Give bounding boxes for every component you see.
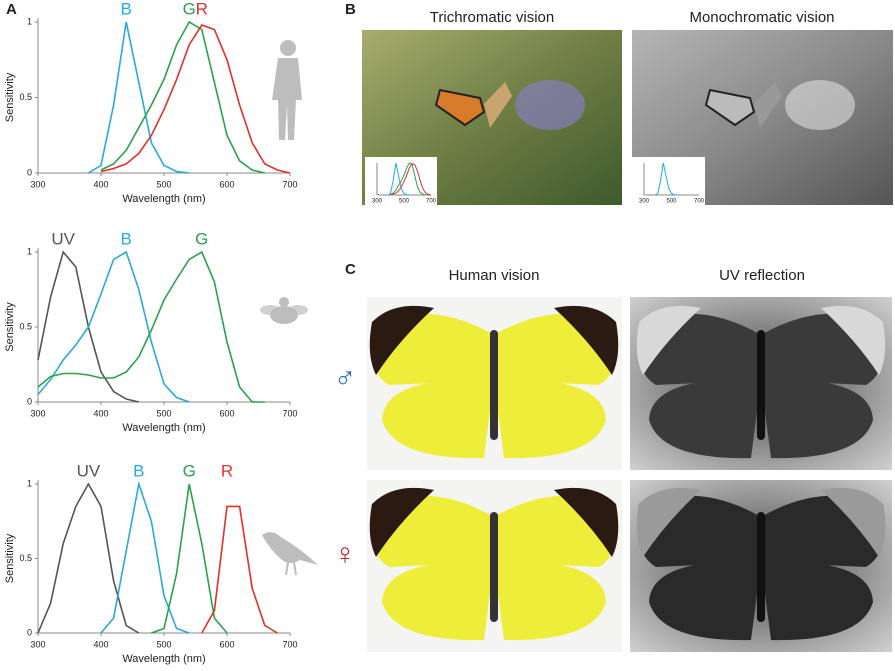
x-tick-label: 500 [156, 639, 171, 649]
panel-label: B [345, 1, 356, 18]
y-tick-label: 0.5 [19, 321, 32, 331]
wing-tip [369, 487, 434, 557]
body [490, 512, 498, 622]
x-tick-label: 300 [30, 639, 45, 649]
x-tick-label: 300 [30, 179, 45, 189]
wing-tip [821, 487, 886, 557]
inset-curve [654, 162, 678, 196]
hindwing [649, 379, 761, 459]
x-tick-label: 400 [93, 179, 108, 189]
x-tick-label: 600 [219, 408, 234, 418]
inset-tick-label: 500 [399, 199, 410, 205]
curve [37, 482, 140, 634]
curve [151, 483, 228, 634]
wing-tip [636, 487, 701, 557]
series-label: R [221, 461, 233, 480]
butterfly-photo [434, 80, 855, 130]
curve [201, 505, 278, 634]
y-tick-label: 1 [27, 478, 32, 488]
y-tick-label: 0.5 [19, 553, 32, 563]
panel-title: Human vision [449, 267, 540, 284]
y-axis-label: Sensitivity [4, 533, 16, 583]
x-tick-label: 700 [282, 179, 297, 189]
panel-label: C [345, 261, 356, 278]
hindwing [494, 379, 606, 459]
wing-tip [821, 305, 886, 375]
curve [100, 20, 265, 174]
x-tick-label: 500 [156, 408, 171, 418]
inset-curve [390, 162, 432, 196]
series-label: B [121, 229, 132, 248]
body [757, 330, 765, 440]
x-tick-label: 700 [282, 639, 297, 649]
hindwing [382, 379, 494, 459]
x-tick-label: 700 [282, 408, 297, 418]
y-tick-label: 1 [27, 246, 32, 256]
panel-label: A [6, 1, 17, 18]
curve [100, 24, 291, 174]
inset-curve [390, 162, 426, 196]
x-axis-label: Wavelength (nm) [122, 653, 205, 665]
wing-tip [369, 305, 434, 375]
panel-title: UV reflection [719, 267, 805, 284]
wing-tip [554, 305, 619, 375]
curve [37, 250, 190, 403]
inset-tick-label: 700 [694, 199, 705, 205]
y-tick-label: 1 [27, 16, 32, 26]
silhouettes [260, 40, 318, 576]
hindwing [494, 561, 606, 641]
x-tick-label: 600 [219, 639, 234, 649]
y-tick-label: 0 [27, 167, 32, 177]
body [757, 512, 765, 622]
x-tick-label: 600 [219, 179, 234, 189]
x-tick-label: 500 [156, 179, 171, 189]
x-tick-label: 400 [93, 639, 108, 649]
panel-title: Monochromatic vision [689, 9, 834, 26]
x-tick-label: 400 [93, 408, 108, 418]
hindwing [761, 379, 873, 459]
y-tick-label: 0.5 [19, 92, 32, 102]
inset-tick-label: 300 [372, 199, 383, 205]
series-label: G [183, 461, 196, 480]
y-axis-label: Sensitivity [4, 302, 16, 352]
series-label: G [183, 0, 196, 18]
curve [37, 250, 265, 403]
wing-tip [554, 487, 619, 557]
x-axis-label: Wavelength (nm) [122, 422, 205, 434]
curve [87, 21, 190, 174]
series-label: B [121, 0, 132, 18]
x-tick-label: 300 [30, 408, 45, 418]
inset-tick-label: 300 [639, 199, 650, 205]
series-label: UV [51, 229, 75, 248]
hindwing [382, 561, 494, 641]
y-tick-label: 0 [27, 396, 32, 406]
series-label: B [133, 461, 144, 480]
inset-tick-label: 500 [666, 199, 677, 205]
x-axis-label: Wavelength (nm) [122, 193, 205, 205]
hindwing [649, 561, 761, 641]
inset-curve [387, 162, 410, 196]
series-label: UV [77, 461, 101, 480]
inset-tick-label: 700 [426, 199, 437, 205]
butterflies [369, 305, 886, 641]
male-symbol: ♂ [334, 362, 357, 395]
wing-tip [636, 305, 701, 375]
curve [100, 480, 190, 634]
series-label: G [195, 229, 208, 248]
y-axis-label: Sensitivity [4, 72, 16, 122]
series-label: R [196, 0, 208, 18]
y-tick-label: 0 [27, 627, 32, 637]
body [490, 330, 498, 440]
female-symbol: ♀ [334, 538, 357, 571]
panel-title: Trichromatic vision [430, 9, 554, 26]
hindwing [761, 561, 873, 641]
